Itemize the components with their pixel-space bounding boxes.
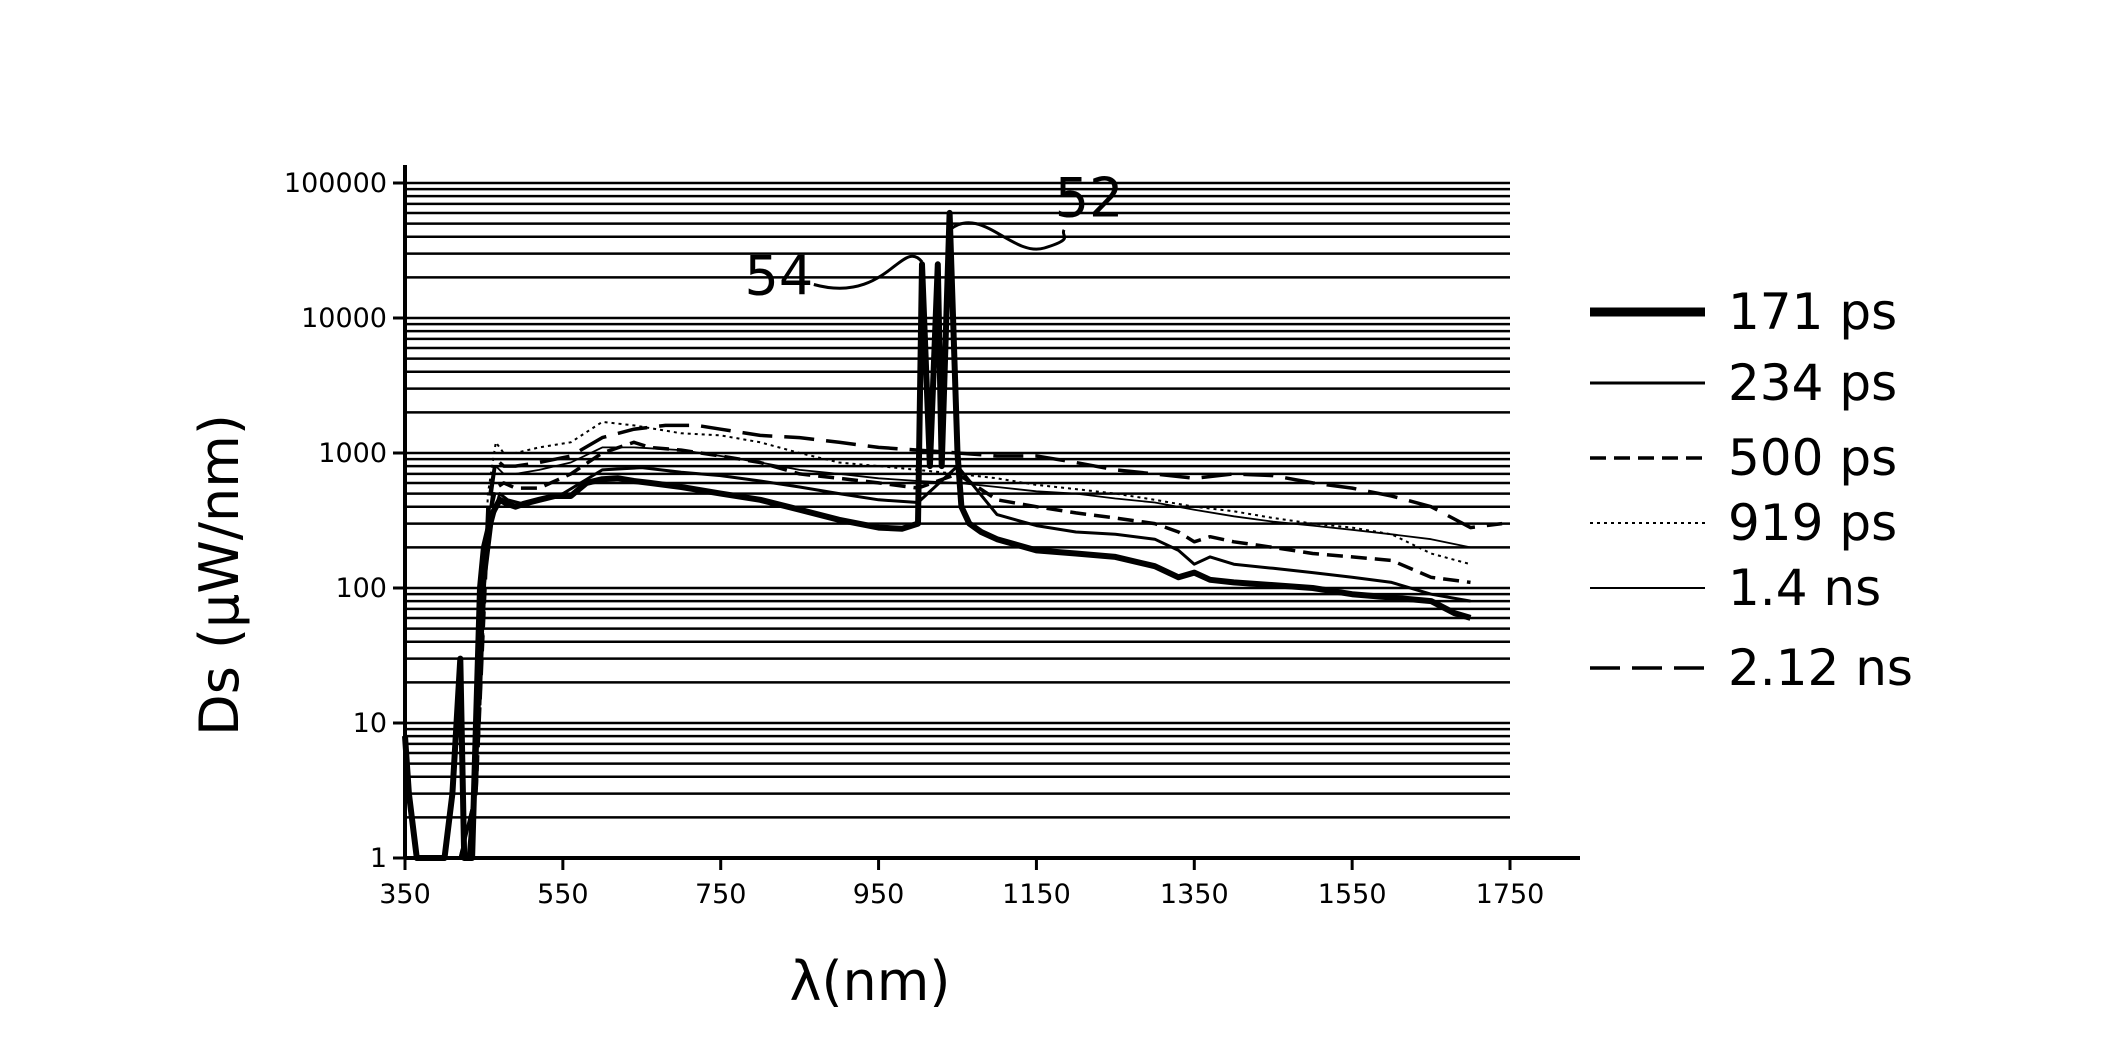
x-tick-label: 1150 [1002,879,1071,910]
x-tick-labels: 350 550 750 950 1150 1350 1550 1750 [379,858,1544,910]
y-tick-label: 10 [353,708,387,739]
series-line-1 [405,464,1471,860]
axes [403,165,1580,860]
series-line-4 [405,446,1471,859]
series-line-5 [405,423,1503,860]
x-tick-label: 350 [379,879,431,910]
series-layer [402,209,1503,861]
y-axis-title: Ds (μW/nm) [188,414,251,736]
legend-label: 234 ps [1728,354,1897,412]
gridlines [405,181,1510,819]
x-tick-label: 550 [537,879,589,910]
y-tick-label: 10000 [301,303,387,334]
x-tick-label: 1550 [1318,879,1387,910]
x-tick-label: 750 [695,879,747,910]
legend-label: 1.4 ns [1728,559,1881,617]
x-tick-label: 1750 [1476,879,1545,910]
series-line-2 [405,440,1471,860]
x-tick-label: 1350 [1160,879,1229,910]
y-tick-labels: 1 10 100 1000 10000 100000 [284,168,405,874]
legend-label: 500 ps [1728,429,1897,487]
annotation-label: 52 [1055,166,1124,229]
y-tick-label: 100 [335,573,387,604]
legend-label: 171 ps [1728,283,1897,341]
y-tick-label: 100000 [284,168,387,199]
y-tick-label: 1 [370,843,387,874]
annotations: 54 52 [744,166,1123,307]
series-line-0 [402,209,1472,861]
x-tick-label: 950 [853,879,905,910]
x-axis-title: λ(nm) [790,950,951,1013]
legend-label: 919 ps [1728,494,1897,552]
y-tick-label: 1000 [318,438,387,469]
annotation-label: 54 [744,245,813,308]
legend-label: 2.12 ns [1728,639,1913,697]
annotation-leader [948,221,1067,251]
legend: 171 ps 234 ps 500 ps 919 ps 1.4 ns 2.12 ns [1590,283,1913,697]
annotation-leader [813,254,924,290]
